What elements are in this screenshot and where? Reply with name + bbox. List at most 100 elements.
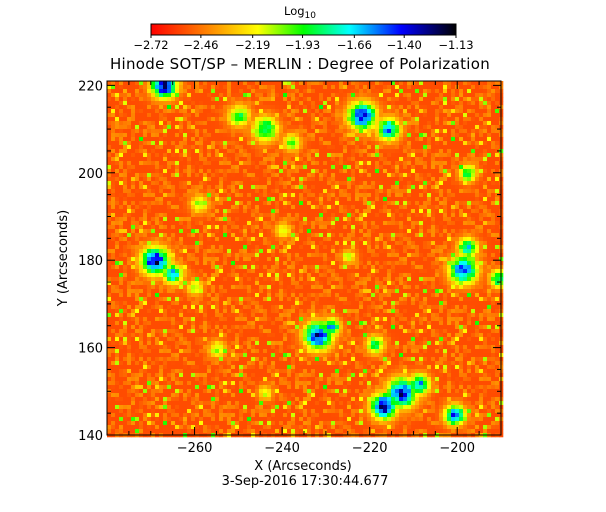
heatmap-cell [107, 137, 112, 142]
heatmap-cell [435, 101, 440, 106]
heatmap-cell [287, 257, 292, 262]
heatmap-cell [291, 277, 296, 282]
heatmap-cell [207, 241, 212, 246]
heatmap-cell [367, 253, 372, 258]
heatmap-cell [215, 153, 220, 158]
heatmap-cell [327, 165, 332, 170]
heatmap-cell [287, 85, 292, 90]
heatmap-cell [203, 165, 208, 170]
heatmap-cell [215, 189, 220, 194]
heatmap-cell [319, 269, 324, 274]
heatmap-cell [463, 249, 468, 254]
heatmap-cell [439, 97, 444, 102]
heatmap-cell [495, 165, 500, 170]
heatmap-cell [495, 205, 500, 210]
heatmap-cell [391, 209, 396, 214]
heatmap-cell [491, 129, 496, 134]
heatmap-cell [255, 173, 260, 178]
heatmap-cell [119, 261, 124, 266]
heatmap-cell [495, 225, 500, 230]
heatmap-cell [355, 193, 360, 198]
heatmap-cell [199, 85, 204, 90]
heatmap-cell [219, 169, 224, 174]
heatmap-cell [299, 121, 304, 126]
heatmap-cell [179, 185, 184, 190]
heatmap-cell [319, 273, 324, 278]
heatmap-cell [495, 117, 500, 122]
heatmap-cell [131, 281, 136, 286]
heatmap-cell [315, 261, 320, 266]
heatmap-cell [323, 105, 328, 110]
heatmap-cell [375, 221, 380, 226]
heatmap-cell [219, 81, 224, 86]
heatmap-cell [423, 81, 428, 86]
heatmap-cell [135, 201, 140, 206]
heatmap-cell [291, 125, 296, 130]
heatmap-cell [215, 109, 220, 114]
heatmap-cell [495, 253, 500, 258]
heatmap-cell [359, 261, 364, 266]
heatmap-cell [379, 109, 384, 114]
heatmap-cell [327, 257, 332, 262]
heatmap-cell [135, 89, 140, 94]
heatmap-cell [247, 265, 252, 270]
heatmap-cell [439, 273, 444, 278]
heatmap-cell [139, 201, 144, 206]
heatmap-cell [115, 81, 120, 86]
heatmap-cell [283, 81, 288, 86]
heatmap-cell [411, 157, 416, 162]
heatmap-cell [131, 221, 136, 226]
heatmap-cell [219, 261, 224, 266]
heatmap-cell [263, 109, 268, 114]
heatmap-cell [323, 85, 328, 90]
heatmap-cell [283, 221, 288, 226]
heatmap-cell [447, 261, 452, 266]
heatmap-cell [191, 137, 196, 142]
heatmap-cell [343, 277, 348, 282]
heatmap-cell [455, 153, 460, 158]
heatmap-cell [291, 137, 296, 142]
heatmap-cell [455, 241, 460, 246]
heatmap-cell [387, 181, 392, 186]
heatmap-cell [371, 201, 376, 206]
heatmap-cell [167, 113, 172, 118]
heatmap-cell [279, 177, 284, 182]
heatmap-cell [439, 189, 444, 194]
heatmap-cell [279, 109, 284, 114]
heatmap-cell [415, 105, 420, 110]
heatmap-cell [243, 241, 248, 246]
heatmap-cell [267, 97, 272, 102]
heatmap-cell [315, 189, 320, 194]
heatmap-cell [491, 177, 496, 182]
heatmap-cell [275, 157, 280, 162]
heatmap-cell [179, 225, 184, 230]
heatmap-cell [247, 129, 252, 134]
heatmap-cell [175, 133, 180, 138]
heatmap-cell [387, 177, 392, 182]
heatmap-cell [247, 261, 252, 266]
heatmap-cell [487, 193, 492, 198]
heatmap-cell [143, 261, 148, 266]
heatmap-cell [315, 205, 320, 210]
heatmap-cell [191, 157, 196, 162]
heatmap-cell [379, 181, 384, 186]
heatmap-cell [375, 249, 380, 254]
heatmap-cell [447, 113, 452, 118]
heatmap-cell [307, 269, 312, 274]
heatmap-cell [343, 261, 348, 266]
heatmap-cell [375, 93, 380, 98]
heatmap-cell [363, 117, 368, 122]
heatmap-cell [247, 173, 252, 178]
heatmap-cell [483, 197, 488, 202]
heatmap-cell [367, 209, 372, 214]
heatmap-cell [175, 85, 180, 90]
heatmap-cell [371, 177, 376, 182]
heatmap-cell [323, 177, 328, 182]
heatmap-cell [183, 85, 188, 90]
heatmap-cell [223, 237, 228, 242]
heatmap-cell [287, 241, 292, 246]
heatmap-cell [251, 253, 256, 258]
heatmap-cell [311, 261, 316, 266]
heatmap-cell [299, 225, 304, 230]
heatmap-cell [307, 129, 312, 134]
